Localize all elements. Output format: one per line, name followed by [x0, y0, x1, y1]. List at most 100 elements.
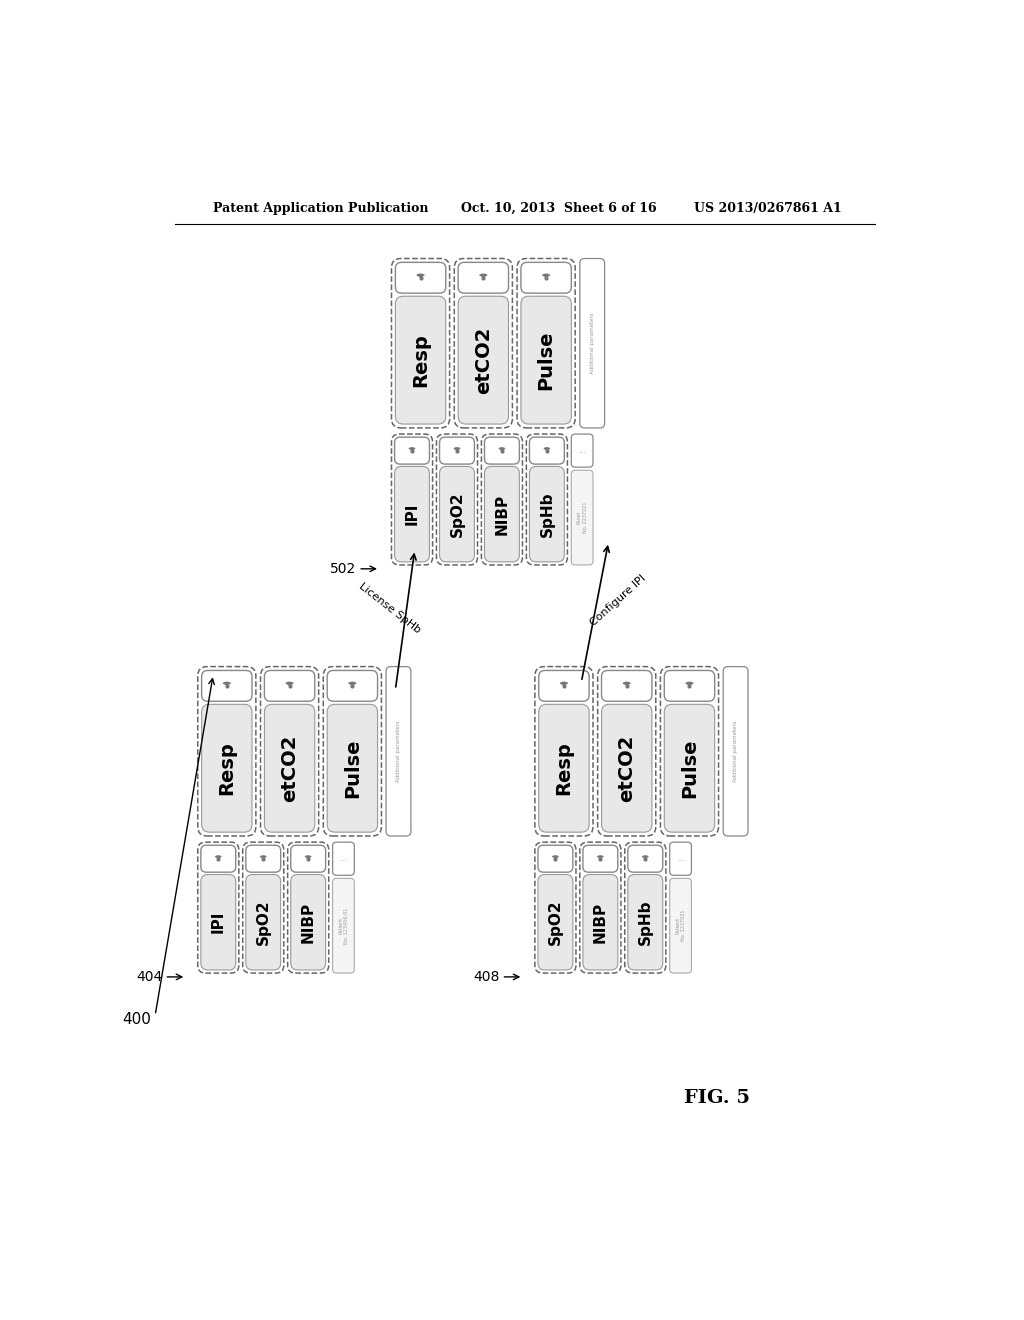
FancyBboxPatch shape: [201, 845, 236, 873]
Text: Additional parameters: Additional parameters: [590, 313, 595, 374]
FancyBboxPatch shape: [458, 263, 509, 293]
FancyBboxPatch shape: [583, 845, 617, 873]
Text: ...: ...: [340, 854, 347, 863]
FancyBboxPatch shape: [333, 842, 354, 875]
FancyBboxPatch shape: [246, 875, 281, 970]
Text: Resp: Resp: [217, 742, 237, 795]
Text: ...: ...: [677, 854, 684, 863]
FancyBboxPatch shape: [202, 671, 252, 701]
FancyBboxPatch shape: [198, 667, 256, 836]
FancyBboxPatch shape: [481, 434, 522, 565]
Text: FIG. 5: FIG. 5: [684, 1089, 750, 1106]
Text: 400: 400: [123, 1011, 152, 1027]
FancyBboxPatch shape: [395, 296, 445, 424]
FancyBboxPatch shape: [723, 667, 748, 836]
FancyBboxPatch shape: [484, 466, 519, 562]
Text: SpHb: SpHb: [540, 491, 554, 537]
FancyBboxPatch shape: [394, 437, 429, 465]
FancyBboxPatch shape: [328, 705, 378, 832]
FancyBboxPatch shape: [458, 296, 509, 424]
FancyBboxPatch shape: [264, 671, 314, 701]
Text: IPI: IPI: [404, 503, 420, 525]
FancyBboxPatch shape: [665, 671, 715, 701]
FancyBboxPatch shape: [201, 875, 236, 970]
FancyBboxPatch shape: [628, 875, 663, 970]
Text: IPI: IPI: [211, 911, 225, 933]
FancyBboxPatch shape: [539, 705, 589, 832]
FancyBboxPatch shape: [529, 437, 564, 465]
FancyBboxPatch shape: [395, 263, 445, 293]
FancyBboxPatch shape: [526, 434, 567, 565]
FancyBboxPatch shape: [333, 878, 354, 973]
FancyBboxPatch shape: [583, 875, 617, 970]
FancyBboxPatch shape: [439, 466, 474, 562]
FancyBboxPatch shape: [246, 845, 281, 873]
Text: ...: ...: [579, 446, 586, 455]
Text: SpHb: SpHb: [638, 899, 653, 945]
Text: Patent Application Publication: Patent Application Publication: [213, 202, 429, 215]
FancyBboxPatch shape: [394, 466, 429, 562]
FancyBboxPatch shape: [521, 263, 571, 293]
FancyBboxPatch shape: [291, 845, 326, 873]
FancyBboxPatch shape: [521, 296, 571, 424]
Text: Additional parameters: Additional parameters: [396, 721, 401, 783]
Text: Pulse: Pulse: [680, 738, 699, 799]
Text: Panel
No. 2237021: Panel No. 2237021: [577, 502, 588, 533]
Text: NIBP: NIBP: [495, 494, 509, 535]
FancyBboxPatch shape: [628, 845, 663, 873]
FancyBboxPatch shape: [535, 667, 593, 836]
Text: Oct. 10, 2013  Sheet 6 of 16: Oct. 10, 2013 Sheet 6 of 16: [461, 202, 656, 215]
Text: License SpHb: License SpHb: [357, 581, 422, 635]
FancyBboxPatch shape: [571, 470, 593, 565]
FancyBboxPatch shape: [260, 667, 318, 836]
Text: SpO2: SpO2: [256, 899, 270, 945]
FancyBboxPatch shape: [243, 842, 284, 973]
FancyBboxPatch shape: [291, 875, 326, 970]
Text: 404: 404: [136, 970, 163, 983]
FancyBboxPatch shape: [598, 667, 655, 836]
FancyBboxPatch shape: [660, 667, 719, 836]
FancyBboxPatch shape: [625, 842, 666, 973]
FancyBboxPatch shape: [455, 259, 512, 428]
Text: 502: 502: [331, 562, 356, 576]
Text: Configure IPI: Configure IPI: [589, 573, 648, 628]
FancyBboxPatch shape: [580, 842, 621, 973]
FancyBboxPatch shape: [324, 667, 381, 836]
FancyBboxPatch shape: [202, 705, 252, 832]
FancyBboxPatch shape: [198, 842, 239, 973]
FancyBboxPatch shape: [601, 671, 652, 701]
FancyBboxPatch shape: [529, 466, 564, 562]
FancyBboxPatch shape: [517, 259, 575, 428]
Text: Additional parameters: Additional parameters: [733, 721, 738, 783]
FancyBboxPatch shape: [436, 434, 477, 565]
FancyBboxPatch shape: [391, 259, 450, 428]
FancyBboxPatch shape: [535, 842, 575, 973]
FancyBboxPatch shape: [665, 705, 715, 832]
Text: SpO2: SpO2: [450, 491, 465, 537]
FancyBboxPatch shape: [538, 845, 572, 873]
Text: etCO2: etCO2: [617, 734, 636, 803]
Text: etCO2: etCO2: [281, 734, 299, 803]
Text: SpO2: SpO2: [548, 899, 563, 945]
FancyBboxPatch shape: [670, 878, 691, 973]
FancyBboxPatch shape: [601, 705, 652, 832]
Text: Patient
No. 2237021: Patient No. 2237021: [675, 909, 686, 941]
FancyBboxPatch shape: [539, 671, 589, 701]
Text: US 2013/0267861 A1: US 2013/0267861 A1: [693, 202, 842, 215]
FancyBboxPatch shape: [288, 842, 329, 973]
FancyBboxPatch shape: [264, 705, 314, 832]
FancyBboxPatch shape: [670, 842, 691, 875]
FancyBboxPatch shape: [571, 434, 593, 467]
Text: Pulse: Pulse: [343, 738, 361, 799]
Text: etCO2: etCO2: [474, 326, 493, 393]
Text: NIBP: NIBP: [301, 902, 315, 942]
Text: Resp: Resp: [554, 742, 573, 795]
Text: Patient
No. 123456-01: Patient No. 123456-01: [338, 908, 349, 944]
Text: NIBP: NIBP: [593, 902, 608, 942]
FancyBboxPatch shape: [484, 437, 519, 465]
Text: Resp: Resp: [411, 333, 430, 387]
FancyBboxPatch shape: [439, 437, 474, 465]
FancyBboxPatch shape: [391, 434, 432, 565]
FancyBboxPatch shape: [580, 259, 604, 428]
FancyBboxPatch shape: [386, 667, 411, 836]
